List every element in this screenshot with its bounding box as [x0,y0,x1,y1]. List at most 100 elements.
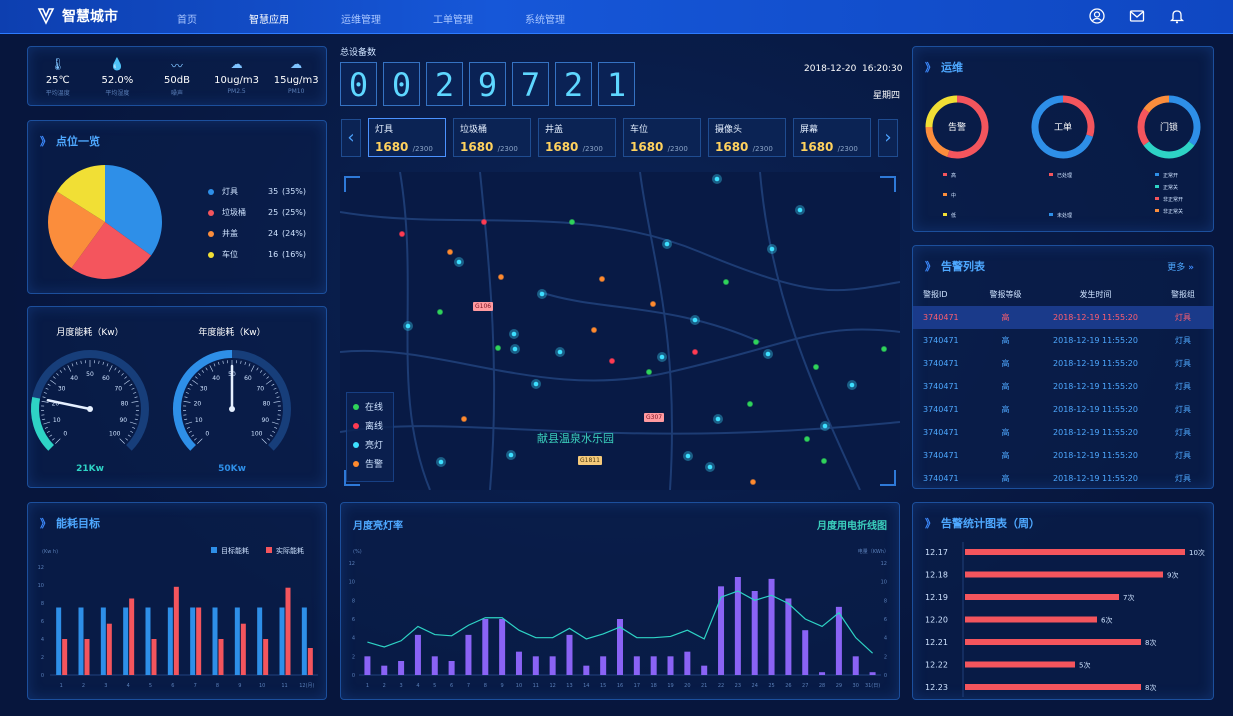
counter-digit: 0 [383,62,420,106]
ring-legend-label: 已处理 [1057,172,1072,179]
gauge-tick [134,396,138,398]
gauge-tick-label: 90 [261,417,269,424]
bar-actual [307,648,313,675]
gauge-title: 年度能耗（Kw） [198,326,265,338]
bar-actual [218,639,224,675]
alarm-row[interactable]: 3740471 高 2018-12-19 11:55:20 灯具 [913,306,1213,329]
ring-legend-swatch [1155,173,1159,176]
map-area[interactable]: 献县温泉水乐园 G106 G307 G1811 在线 离线 亮灯 告警 [340,172,900,490]
gauge-tick [42,418,46,420]
nav-item-1[interactable]: 智慧应用 [249,15,289,26]
device-card[interactable]: 井盖 1680 /2300 [538,118,616,157]
lighting-bar [448,661,455,675]
gauge-tick [52,438,55,441]
ring-legend-label: 正常开 [1163,172,1178,179]
device-name: 井盖 [545,125,564,135]
points-panel: 》点位一览 灯具 35 (35%) 垃圾桶 25 (25%) 井盖 24 (24%) 车位 16 (1… [27,120,327,294]
nav-item-0[interactable]: 首页 [177,15,197,26]
y-axis-label: (Kw h) [42,549,58,555]
alarm-row[interactable]: 3740471 高 2018-12-19 11:55:20 灯具 [913,444,1213,467]
ring-legend-swatch [1155,197,1159,200]
nav-item-2[interactable]: 运维管理 [341,15,381,26]
device-card[interactable]: 屏幕 1680 /2300 [793,118,871,157]
x-tick-label: 31(日) [865,683,880,689]
app-logo[interactable]: 智慧城市 [36,6,118,26]
alarm-cell: 灯具 [1175,405,1191,414]
device-total: /2300 [582,145,603,153]
y-tick-label: 0 [41,673,44,679]
y-tick-label: 4 [41,637,44,643]
x-tick-label: 1 [366,683,369,689]
water-drop-icon: 💧 [109,57,125,71]
lighting-bar [617,619,623,675]
gauges: 月度能耗（Kw）010203040506070809010021Kw年度能耗（K… [31,326,291,474]
points-title: 点位一览 [56,135,100,148]
y-tick-label: 12 [38,565,44,571]
alarm-row[interactable]: 3740471 高 2018-12-19 11:55:20 灯具 [913,352,1213,375]
alarm-row[interactable]: 3740471 高 2018-12-19 11:55:20 灯具 [913,398,1213,421]
road-g1811: G1811 [578,456,602,465]
device-card[interactable]: 垃圾桶 1680 /2300 [453,118,531,157]
gauge-tick-label: 90 [119,417,127,424]
device-total: /2300 [752,145,773,153]
gauge-tick [266,376,269,379]
nav-item-4[interactable]: 系统管理 [525,15,565,26]
alarm-row[interactable]: 3740471 高 2018-12-19 11:55:20 灯具 [913,375,1213,398]
env-value: 25℃ [45,75,70,86]
bar-target [145,607,151,675]
alarm-row[interactable]: 3740471 高 2018-12-19 11:55:20 灯具 [913,467,1213,490]
next-arrow-button[interactable]: › [878,119,898,157]
map-corner [344,176,360,192]
bell-icon[interactable] [1169,8,1185,24]
device-card[interactable]: 车位 1680 /2300 [623,118,701,157]
gauge-tick [267,438,270,441]
legend-dot [353,460,359,467]
device-card[interactable]: 灯具 1680 /2300 [368,118,446,157]
device-card[interactable]: 摄像头 1680 /2300 [708,118,786,157]
user-icon[interactable] [1089,8,1105,24]
gauge-tick [106,363,109,367]
category-label: 12.23 [925,683,948,692]
mail-icon[interactable] [1129,8,1145,24]
alarm-row[interactable]: 3740471 高 2018-12-19 11:55:20 灯具 [913,329,1213,352]
lighting-bar [515,651,522,675]
points-legend-item: 井盖 24 (24%) [208,223,306,244]
alarm-cell: 3740471 [923,313,959,322]
gauge-tick [222,360,224,364]
map-road [539,291,761,343]
map-marker [707,464,713,470]
lighting-bar [684,651,691,675]
main-nav: 首页 智慧应用 运维管理 工单管理 系统管理 [177,11,617,26]
legend-dot [353,403,359,410]
x-tick-label: 5 [149,683,152,689]
map-marker [813,364,819,370]
gauge-tick [263,373,266,376]
alarm-cell: 3740471 [923,336,959,345]
device-total: /2300 [497,145,518,153]
prev-arrow-button[interactable]: ‹ [341,119,361,157]
gauge-tick [265,379,272,385]
alarm-cell: 高 [1001,474,1010,483]
alarm-bar [965,661,1075,668]
gauge-title: 月度能耗（Kw） [56,326,123,338]
x-tick-label: 23 [735,683,741,689]
gauge-tick [189,383,193,386]
alarm-row[interactable]: 3740471 高 2018-12-19 11:55:20 灯具 [913,421,1213,444]
device-value-row: 1680 /2300 [630,140,694,154]
gauge-tick [240,360,242,364]
alarm-cell: 2018-12-19 11:55:20 [1053,474,1138,483]
device-name: 车位 [630,125,649,135]
date-text: 2018-12-20 [804,64,857,74]
points-legend-item: 灯具 35 (35%) [208,181,306,202]
alarm-cell: 2018-12-19 11:55:20 [1053,428,1138,437]
category-label: 12.18 [925,571,948,580]
lighting-bar [667,656,674,675]
more-link[interactable]: 更多 » [1167,260,1194,273]
nav-item-3[interactable]: 工单管理 [433,15,473,26]
bar-value-label: 6次 [1101,616,1112,625]
pie-slice-1 [71,222,152,279]
x-tick-label: 28 [819,683,825,689]
map-marker [747,401,753,407]
ring-legend-label: 中 [951,192,956,199]
bar-actual [263,639,269,675]
